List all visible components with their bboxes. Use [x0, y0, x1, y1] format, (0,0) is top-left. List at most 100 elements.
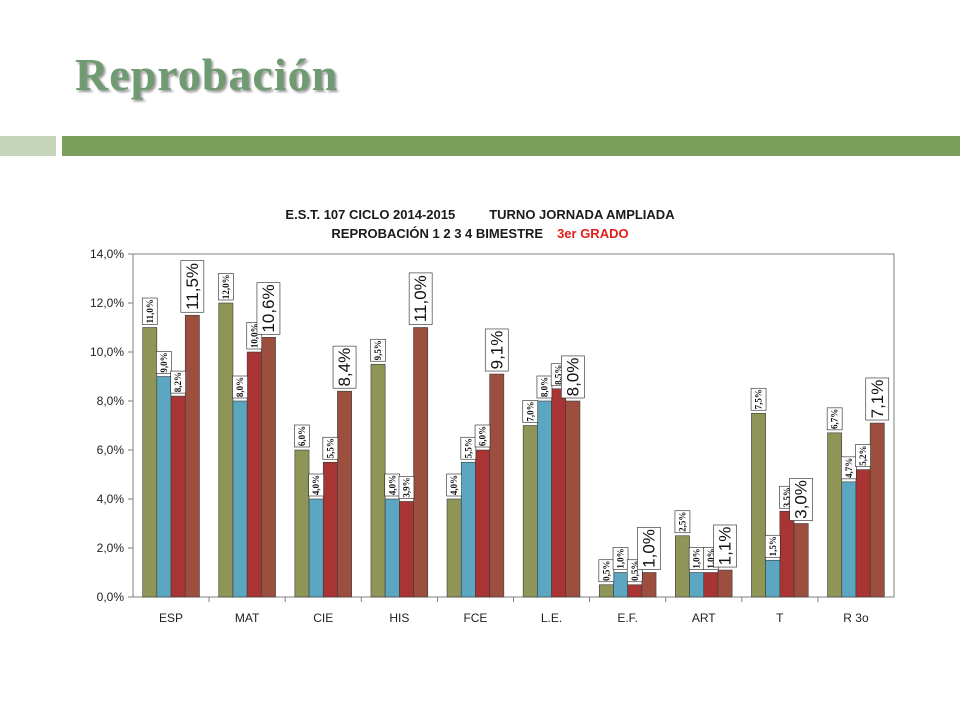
data-label: 5,5% — [460, 436, 477, 460]
data-label: 8,0% — [561, 355, 585, 399]
data-label: 8,4% — [332, 345, 357, 389]
data-label-text: 8,0% — [235, 377, 245, 397]
data-label-text: 9,1% — [487, 331, 506, 370]
data-label: 4,7% — [841, 456, 857, 480]
data-label-text: 8,4% — [335, 348, 354, 387]
x-tick-label: CIE — [313, 611, 333, 625]
data-label-text: 1,0% — [616, 548, 626, 568]
data-label-box — [180, 260, 205, 313]
data-label: 8,0% — [536, 375, 553, 399]
data-label: 2,5% — [674, 510, 691, 534]
data-label-box — [156, 351, 172, 374]
data-label: 6,7% — [826, 407, 843, 431]
data-label-text: 1,0% — [639, 529, 658, 568]
data-label-box — [408, 272, 433, 325]
bar — [841, 481, 857, 598]
data-label-box — [308, 473, 324, 497]
data-label-box — [332, 345, 357, 389]
data-label: 9,0% — [156, 351, 172, 374]
data-label-text: 4,7% — [844, 458, 854, 478]
data-label-text: 5,5% — [463, 438, 473, 458]
data-label: 6,0% — [294, 424, 310, 448]
data-label-box — [398, 476, 415, 499]
bar — [308, 498, 324, 598]
data-label-box — [750, 387, 767, 411]
data-label: 4,0% — [446, 473, 462, 497]
y-tick-label: 12,0% — [90, 296, 124, 310]
data-label-box — [460, 436, 477, 460]
data-label-text: 7,0% — [525, 401, 535, 421]
bar — [446, 498, 462, 598]
data-label-text: 3,9% — [401, 477, 411, 497]
accent-bar-small — [0, 136, 56, 156]
x-tick-label: ART — [692, 611, 716, 625]
data-label-text: 6,0% — [297, 426, 307, 446]
bar — [246, 351, 262, 598]
bar — [384, 498, 400, 598]
data-label: 3,9% — [398, 476, 415, 499]
data-label-text: 4,0% — [311, 475, 321, 495]
data-label: 1,0% — [612, 547, 629, 570]
data-label: 11,0% — [141, 297, 158, 325]
bar — [565, 400, 581, 598]
data-label-box — [841, 456, 857, 480]
data-label-text: 3,0% — [792, 480, 811, 519]
data-label: 11,0% — [408, 272, 433, 325]
data-label-box — [598, 559, 615, 583]
x-tick-label: HIS — [389, 611, 409, 625]
data-label-text: 0,5% — [601, 561, 611, 581]
y-tick-label: 14,0% — [90, 247, 124, 261]
data-label-text: 7,1% — [868, 380, 887, 419]
data-label: 3,0% — [789, 478, 813, 521]
data-label-text: 8,0% — [539, 377, 549, 397]
data-label-box — [370, 338, 386, 362]
bar — [717, 569, 733, 598]
data-label: 5,2% — [855, 444, 871, 467]
data-label-text: 1,0% — [692, 548, 702, 568]
data-label-text: 2,5% — [677, 512, 687, 532]
data-label-text: 8,2% — [173, 372, 183, 392]
data-label-box — [561, 355, 585, 399]
chart-title-school: E.S.T. 107 CICLO 2014-2015 — [285, 207, 456, 222]
data-label-box — [322, 436, 339, 460]
bar — [170, 395, 186, 598]
data-label-text: 0,5% — [630, 561, 640, 581]
bar — [261, 336, 276, 598]
bar — [779, 510, 795, 598]
data-label-text: 8,0% — [563, 358, 582, 397]
data-label: 4,0% — [384, 473, 401, 497]
data-label-box — [218, 273, 234, 301]
chart-title-period: REPROBACIÓN 1 2 3 4 BIMESTRE — [331, 226, 544, 241]
bar — [689, 572, 705, 598]
x-tick-label: T — [776, 611, 784, 625]
bar — [370, 363, 386, 598]
data-label-text: 11,0% — [411, 275, 430, 322]
data-label-box — [522, 400, 539, 423]
data-label: 11,5% — [180, 260, 205, 313]
y-tick-label: 8,0% — [97, 394, 125, 408]
bar — [460, 461, 476, 598]
bar — [598, 584, 614, 598]
data-label-box — [713, 524, 737, 568]
data-label-box — [764, 534, 781, 558]
data-label-text: 1,5% — [768, 536, 778, 556]
data-label-box — [484, 328, 509, 372]
data-label: 8,2% — [170, 370, 186, 394]
bar — [869, 422, 885, 598]
data-label: 7,5% — [750, 387, 767, 411]
y-tick-label: 6,0% — [97, 443, 125, 457]
slide-title: Reprobación — [75, 49, 339, 100]
data-label-text: 9,5% — [373, 340, 383, 360]
data-label-text: 5,2% — [858, 445, 868, 465]
data-label-text: 4,0% — [387, 475, 397, 495]
data-label-box — [865, 377, 890, 421]
bar — [232, 400, 248, 598]
bar — [184, 314, 200, 598]
data-label-box — [474, 424, 491, 448]
data-label: 12,0% — [218, 273, 234, 301]
y-tick-label: 4,0% — [97, 492, 125, 506]
data-label-text: 6,0% — [478, 426, 488, 446]
data-label-text: 1,0% — [706, 548, 716, 568]
data-label-text: 1,1% — [716, 527, 735, 566]
data-label-box — [826, 407, 843, 431]
